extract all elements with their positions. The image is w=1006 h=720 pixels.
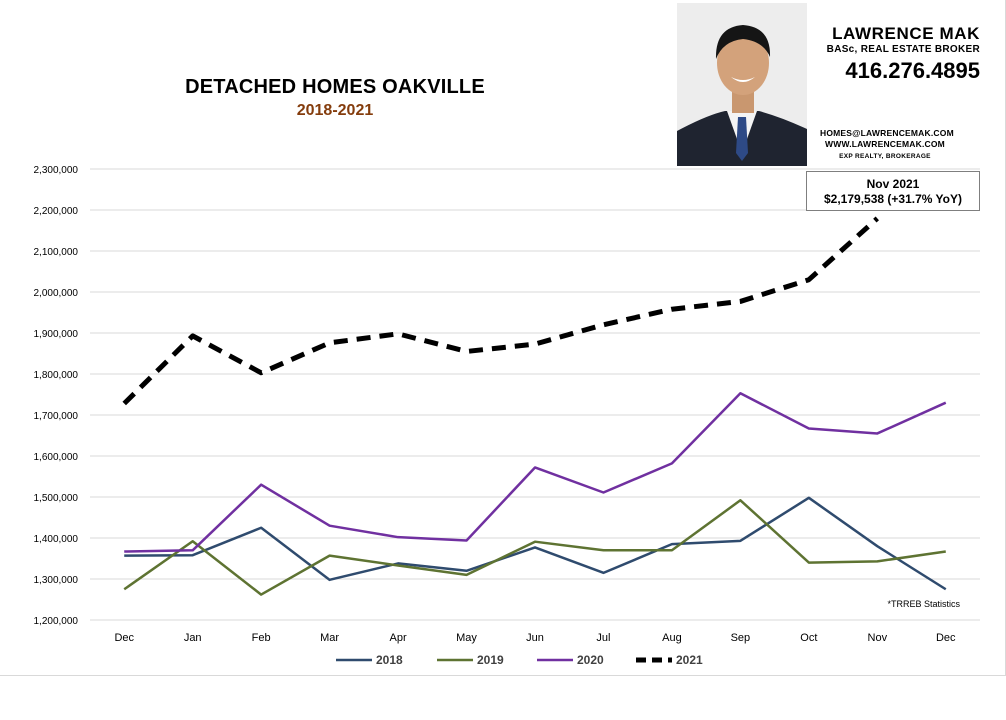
legend-label: 2019	[477, 653, 504, 667]
x-tick-label: Oct	[800, 632, 817, 644]
legend-label: 2021	[676, 653, 703, 667]
series-line-2018	[124, 496, 947, 591]
x-tick-label: Aug	[662, 632, 682, 644]
y-tick-label: 2,300,000	[34, 165, 79, 176]
x-tick-label: Apr	[390, 632, 407, 644]
x-tick-label: May	[456, 632, 477, 644]
source-note: *TRREB Statistics	[887, 599, 960, 609]
y-tick-label: 1,700,000	[34, 411, 79, 422]
y-tick-label: 1,200,000	[34, 616, 79, 627]
x-tick-label: Jan	[184, 632, 202, 644]
x-tick-label: Nov	[868, 632, 888, 644]
x-tick-label: Dec	[936, 632, 956, 644]
x-tick-label: Feb	[252, 632, 271, 644]
headshot-photo	[677, 3, 807, 166]
y-tick-label: 2,000,000	[34, 288, 79, 299]
x-tick-label: Sep	[731, 632, 751, 644]
agent-role: BASc, REAL ESTATE BROKER	[826, 44, 980, 55]
agent-email: HOMES@LAWRENCEMAK.COM	[820, 128, 954, 138]
legend-label: 2018	[376, 653, 403, 667]
series-line-2020	[124, 392, 947, 553]
agent-brokerage: EXP REALTY, BROKERAGE	[839, 153, 931, 160]
x-tick-label: Jun	[526, 632, 544, 644]
chart-subtitle: 2018-2021	[296, 102, 374, 119]
latest-value-callout: Nov 2021 $2,179,538 (+31.7% YoY)	[806, 171, 980, 211]
series-line-2021	[122, 216, 879, 406]
legend-label: 2020	[577, 653, 604, 667]
y-tick-label: 2,100,000	[34, 247, 79, 258]
y-tick-label: 1,300,000	[34, 575, 79, 586]
y-tick-label: 1,900,000	[34, 329, 79, 340]
agent-name: LAWRENCE MAK	[832, 24, 980, 43]
callout-value: $2,179,538 (+31.7% YoY)	[824, 192, 962, 206]
y-tick-label: 1,800,000	[34, 370, 79, 381]
chart-title: DETACHED HOMES OAKVILLE	[185, 76, 485, 98]
agent-phone: 416.276.4895	[845, 58, 980, 83]
agent-website: WWW.LAWRENCEMAK.COM	[825, 139, 945, 149]
y-tick-label: 2,200,000	[34, 206, 79, 217]
x-tick-label: Jul	[596, 632, 610, 644]
x-tick-label: Mar	[320, 632, 339, 644]
y-tick-label: 1,400,000	[34, 534, 79, 545]
x-tick-label: Dec	[114, 632, 134, 644]
y-tick-label: 1,600,000	[34, 452, 79, 463]
callout-date: Nov 2021	[866, 177, 920, 191]
y-tick-label: 1,500,000	[34, 493, 79, 504]
